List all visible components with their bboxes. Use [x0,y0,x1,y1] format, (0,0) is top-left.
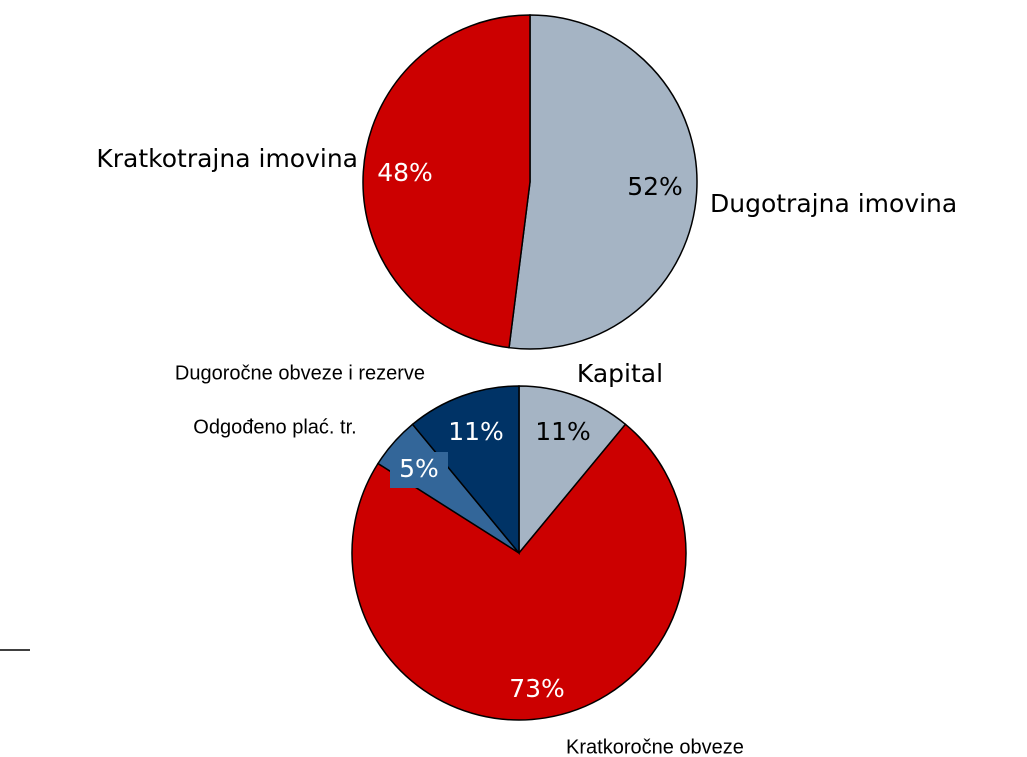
category-label: Kapital [577,359,663,388]
value-label: 73% [509,674,565,703]
pie-slice [508,14,698,350]
value-label: 11% [535,417,591,446]
label-box [390,452,448,488]
value-label: 52% [627,172,683,201]
category-label: Kratkotrajna imovina [96,144,358,173]
value-label: 5% [399,454,439,483]
category-label: Dugoročne obveze i rezerve [175,362,425,384]
category-label: Kratkoročne obveze [566,736,744,757]
pie-slice [362,14,531,349]
value-label: 11% [448,417,504,446]
pie-slice [411,385,520,556]
pie-slice [518,385,627,556]
category-label: Dugotrajna imovina [710,189,957,218]
value-label: 48% [377,158,433,187]
pie-slice [351,423,687,721]
category-label: Odgođeno plać. tr. [193,416,356,438]
